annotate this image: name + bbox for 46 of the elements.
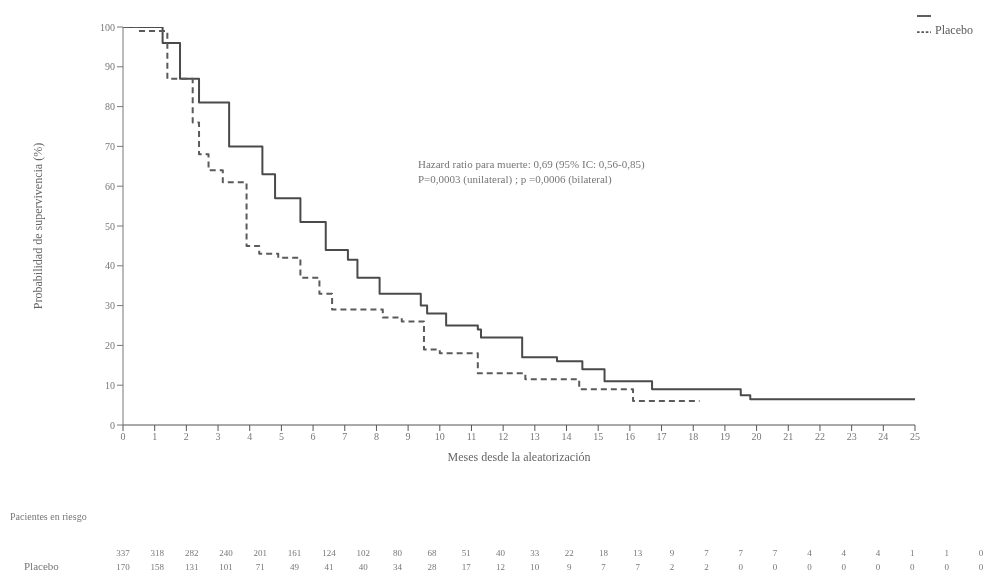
x-tick-label: 22 (814, 431, 825, 443)
text: 170 158 131 101 71 49 41 40 34 28 17 12 10 9 7 7 2 2 0 0 0 0 0 0 0 0 (116, 562, 984, 572)
y-tick-label: 50 (105, 220, 115, 232)
x-tick-label: 4 (247, 431, 253, 443)
x-tick-label: 17 (656, 431, 667, 443)
x-tick-label: 6 (310, 431, 316, 443)
y-tick-label: 80 (105, 101, 115, 113)
text: Placebo (24, 560, 60, 572)
x-tick-label: 3 (215, 431, 221, 443)
legend-label: Placebo (935, 23, 973, 38)
x-tick-label: 23 (846, 431, 857, 443)
y-tick-label: 40 (105, 260, 115, 272)
x-tick-label: 0 (120, 431, 126, 443)
x-tick-label: 10 (434, 431, 445, 443)
x-axis-title: Meses desde la aleatorización (447, 450, 591, 464)
y-axis-title: Probabilidad de supervivencia (%) (31, 142, 46, 310)
x-tick-label: 19 (719, 431, 730, 443)
x-tick-label: 12 (498, 431, 509, 443)
x-tick-label: 1 (152, 431, 158, 443)
x-tick-label: 18 (688, 431, 699, 443)
x-tick-label: 25 (910, 431, 920, 443)
y-tick-label: 70 (105, 140, 115, 152)
y-tick-label: 30 (105, 300, 115, 312)
y-tick-label: 100 (100, 21, 115, 33)
y-tick-label: 0 (110, 419, 115, 431)
text: 337 318 282 240 201 161 124 102 80 68 51 40 33 22 18 13 9 7 7 7 4 4 4 1 1 0 (116, 548, 984, 558)
x-tick-label: 11 (466, 431, 477, 443)
x-tick-label: 13 (529, 431, 540, 443)
x-tick-label: 24 (878, 431, 889, 443)
x-tick-label: 15 (593, 431, 604, 443)
x-tick-label: 7 (342, 431, 348, 443)
x-tick-label: 5 (278, 431, 284, 443)
text: Pacientes en riesgo (10, 511, 87, 522)
x-tick-label: 8 (373, 431, 379, 443)
y-tick-label: 10 (105, 379, 115, 391)
x-tick-label: 21 (783, 431, 794, 443)
annotation: Hazard ratio para muerte: 0,69 (95% IC: 0,56-0,85) (418, 158, 645, 171)
annotation: P=0,0003 (unilateral) ; p =0,0006 (bilateral) (418, 173, 612, 186)
x-tick-label: 20 (751, 431, 762, 443)
y-tick-label: 90 (105, 61, 115, 73)
y-tick-label: 60 (105, 180, 115, 192)
x-tick-label: 2 (183, 431, 189, 443)
x-tick-label: 9 (405, 431, 411, 443)
x-tick-label: 16 (624, 431, 635, 443)
x-tick-label: 14 (561, 431, 572, 443)
y-tick-label: 20 (105, 339, 115, 351)
